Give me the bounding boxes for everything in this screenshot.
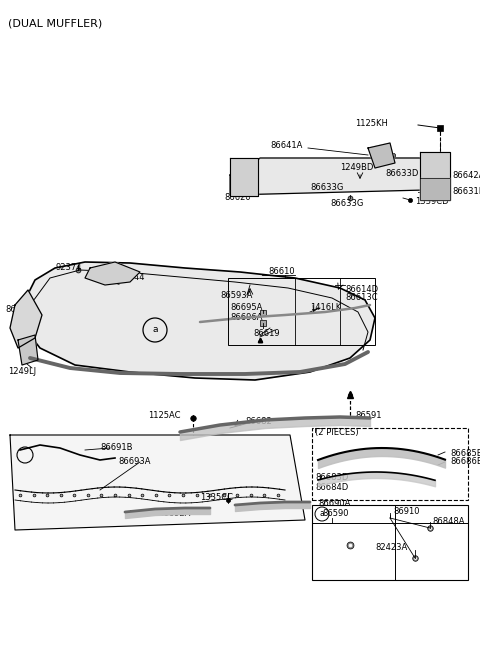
Text: 1125AC: 1125AC — [148, 411, 180, 419]
Text: a: a — [320, 510, 324, 519]
Text: 86684D: 86684D — [315, 483, 348, 491]
Text: a: a — [152, 326, 158, 335]
Text: 86910: 86910 — [393, 508, 420, 517]
Text: 1249BD: 1249BD — [340, 164, 373, 172]
Text: 86610: 86610 — [268, 267, 295, 276]
Text: 86683D: 86683D — [315, 474, 348, 483]
Text: 86619: 86619 — [253, 329, 280, 337]
Text: 86591: 86591 — [355, 411, 382, 419]
Bar — [312, 505, 468, 580]
Text: 86848A: 86848A — [432, 517, 465, 527]
Polygon shape — [230, 158, 258, 196]
Text: 86695A: 86695A — [230, 303, 263, 312]
Polygon shape — [10, 290, 42, 348]
Text: 86682: 86682 — [245, 417, 272, 426]
Polygon shape — [85, 262, 140, 285]
Text: 86633D: 86633D — [385, 170, 419, 179]
Bar — [312, 428, 468, 500]
Text: 86642A: 86642A — [452, 170, 480, 179]
Text: 86633G: 86633G — [310, 183, 343, 193]
Text: 86693A: 86693A — [118, 457, 151, 466]
Text: 86593A: 86593A — [220, 291, 252, 299]
Text: 86590: 86590 — [322, 510, 348, 519]
Polygon shape — [18, 335, 38, 365]
Text: 1335CC: 1335CC — [200, 493, 233, 502]
Polygon shape — [10, 435, 305, 530]
Text: 86692A: 86692A — [158, 508, 191, 517]
Text: 86620: 86620 — [224, 193, 251, 202]
Text: 1339CD: 1339CD — [415, 198, 449, 206]
Text: 1416LK: 1416LK — [310, 303, 341, 312]
Text: 86686E: 86686E — [450, 457, 480, 466]
Text: 86690A: 86690A — [318, 498, 350, 508]
Text: 85744: 85744 — [118, 274, 144, 282]
Text: 1125KH: 1125KH — [355, 119, 388, 128]
Polygon shape — [20, 262, 375, 380]
Text: 1249LJ: 1249LJ — [8, 367, 36, 377]
Bar — [228, 278, 375, 345]
Text: 86614D: 86614D — [345, 286, 378, 295]
Text: 86696A: 86696A — [230, 314, 263, 322]
Polygon shape — [368, 143, 395, 168]
Text: 92374: 92374 — [55, 263, 82, 272]
Text: 86691B: 86691B — [100, 443, 132, 453]
Polygon shape — [420, 152, 450, 200]
Text: 86685E: 86685E — [450, 449, 480, 457]
Polygon shape — [230, 158, 430, 195]
Text: 86633G: 86633G — [330, 200, 363, 208]
Text: 86613C: 86613C — [345, 293, 378, 303]
Text: 86641A: 86641A — [270, 141, 302, 149]
Text: 82423A: 82423A — [375, 544, 407, 553]
Text: (DUAL MUFFLER): (DUAL MUFFLER) — [8, 18, 102, 28]
Text: 86631B: 86631B — [452, 187, 480, 196]
Polygon shape — [420, 178, 450, 200]
Text: (2 PIECES): (2 PIECES) — [315, 428, 359, 436]
Text: 86681: 86681 — [5, 305, 32, 314]
